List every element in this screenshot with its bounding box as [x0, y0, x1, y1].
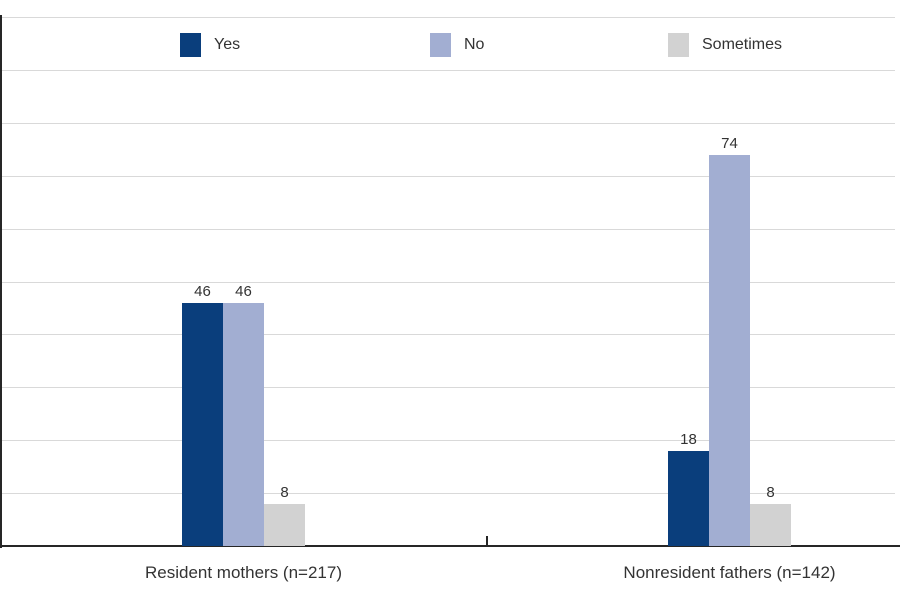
legend-swatch-no [430, 33, 451, 57]
y-axis-line [0, 15, 2, 548]
gridline [2, 334, 895, 336]
legend-label-no: No [464, 36, 485, 53]
category-separator-tick [486, 536, 488, 546]
legend-swatch-sometimes [668, 33, 689, 57]
legend: Yes No Sometimes [0, 0, 900, 70]
legend-item-sometimes: Sometimes [668, 33, 782, 57]
bar-yes-group1 [182, 303, 223, 546]
category-label-nonresident-fathers: Nonresident fathers (n=142) [623, 563, 836, 582]
legend-item-no: No [430, 33, 484, 57]
bar-no-group1 [223, 303, 264, 546]
gridline [2, 175, 895, 177]
category-label-resident-mothers: Resident mothers (n=217) [144, 563, 343, 582]
legend-label-yes: Yes [214, 36, 241, 53]
bar-value-label: 18 [680, 431, 697, 448]
x-axis-line [0, 545, 900, 547]
legend-swatch-yes [180, 33, 201, 57]
bar-sometimes-group2 [750, 504, 791, 546]
gridline [2, 17, 895, 18]
bar-value-label: 46 [235, 283, 252, 300]
gridline [2, 228, 895, 230]
bar-value-label: 74 [721, 135, 738, 152]
gridline [2, 440, 895, 442]
bar-value-label: 46 [194, 283, 211, 300]
gridline [2, 69, 895, 71]
legend-label-sometimes: Sometimes [702, 36, 783, 53]
bar-value-label: 8 [766, 484, 775, 501]
bar-no-group2 [709, 155, 750, 546]
bar-sometimes-group1 [264, 504, 305, 546]
gridline [2, 387, 895, 389]
gridline [2, 281, 895, 283]
gridline [2, 122, 895, 124]
bar-value-label: 8 [280, 484, 289, 501]
bar-yes-group2 [668, 451, 709, 546]
gridline [2, 493, 895, 495]
legend-item-yes: Yes [180, 33, 240, 57]
